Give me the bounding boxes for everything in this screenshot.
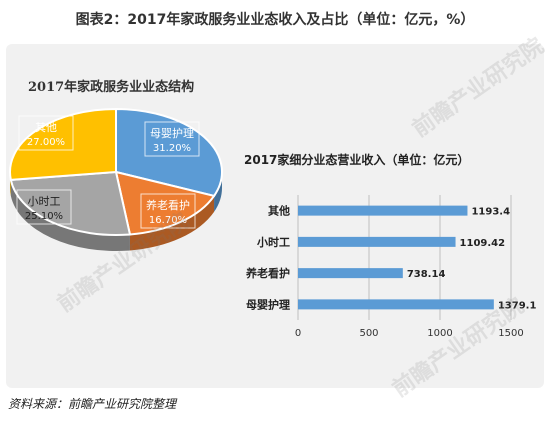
- x-tick-label: 1000: [427, 328, 452, 339]
- source-note: 资料来源：前瞻产业研究院整理: [8, 397, 177, 411]
- pie-slice: [115, 107, 223, 198]
- category-label: 其他: [268, 204, 290, 218]
- category-label: 养老看护: [245, 266, 290, 280]
- pie-slice-side: [129, 195, 215, 251]
- bar: [298, 205, 468, 216]
- pie-slice: [9, 170, 132, 236]
- pie-chart-title: 2017年家政服务业业态结构: [28, 80, 195, 95]
- pie-slice-side: [10, 179, 130, 251]
- pie-slice-label: 小时工: [28, 195, 61, 208]
- pie-slice-label: 其他: [35, 121, 57, 134]
- x-tick-label: 500: [359, 328, 378, 339]
- pie-label-box: [144, 121, 200, 157]
- pie-slice-side: [214, 172, 222, 212]
- pie-label-box: [18, 115, 74, 151]
- pie-slice-value: 27.00%: [27, 137, 65, 148]
- bar-chart: 0 500 1000 1500 其他 1193.4 小时工 1109.42 养老看护 738.14…: [245, 195, 537, 339]
- pie-slice: [9, 107, 117, 181]
- figure-title: 图表2：2017年家政服务业业态收入及占比（单位：亿元，%）: [75, 12, 475, 28]
- pie-slice-label: 养老看护: [146, 198, 190, 212]
- bar-value-label: 1109.42: [460, 238, 506, 249]
- bar-chart-title: 2017家细分业态营业收入（单位：亿元）: [244, 153, 470, 167]
- pie-slice-label: 母婴护理: [150, 126, 194, 140]
- pie-chart: 母婴护理 31.20% 养老看护 16.70% 小时工 25.10% 其他 27.00%: [9, 107, 223, 251]
- bar-value-label: 1379.1: [498, 300, 537, 311]
- bar-value-label: 1193.4: [471, 207, 510, 218]
- x-tick-label: 0: [295, 328, 301, 339]
- pie-label-box: [16, 189, 72, 225]
- bar: [298, 299, 494, 310]
- pie-slice-value: 31.20%: [153, 143, 191, 154]
- pie-slice-value: 16.70%: [149, 215, 187, 226]
- pie-slice-value: 25.10%: [25, 211, 63, 222]
- category-label: 小时工: [256, 235, 290, 249]
- bar-value-label: 738.14: [407, 269, 446, 280]
- category-label: 母婴护理: [246, 297, 290, 311]
- bar: [298, 236, 456, 247]
- x-tick-label: 1500: [498, 328, 523, 339]
- bar: [298, 268, 403, 279]
- pie-label-box: [140, 193, 196, 229]
